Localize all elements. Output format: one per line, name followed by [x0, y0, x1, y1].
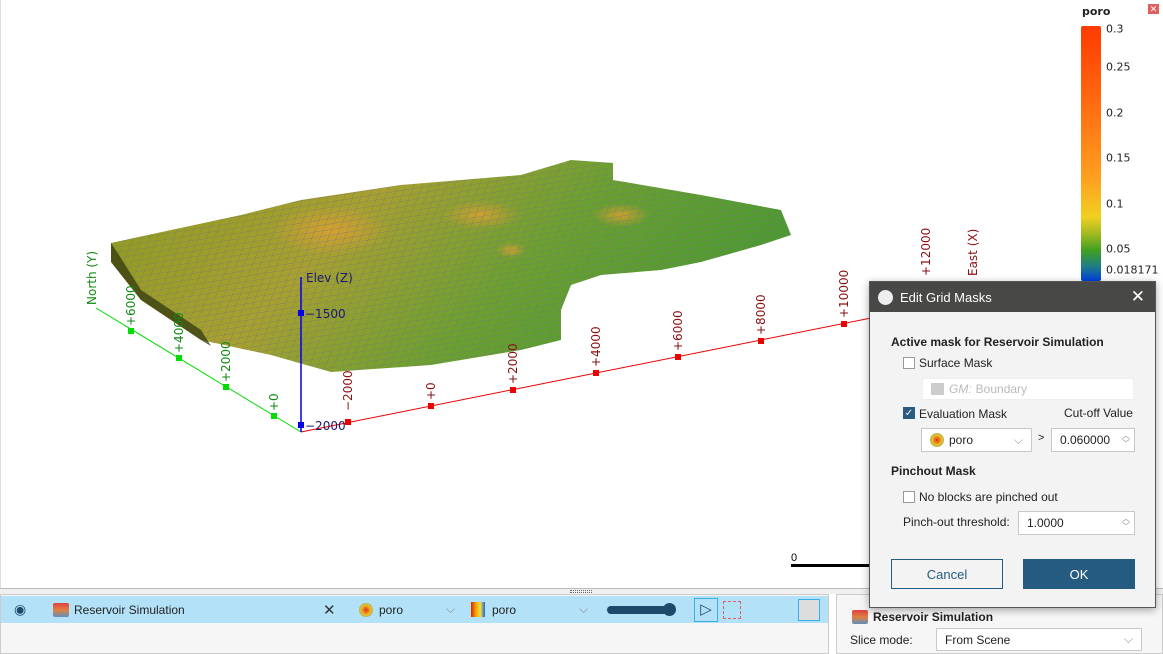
opacity-slider[interactable]	[607, 605, 669, 614]
no-pinch-checkbox[interactable]	[903, 491, 915, 503]
spinner-icon[interactable]: ︿ ﹀	[1122, 431, 1130, 448]
legend-tick: 0.05	[1106, 242, 1131, 256]
cutoff-label: Cut-off Value	[1064, 406, 1133, 420]
properties-title: Reservoir Simulation	[873, 610, 994, 624]
attribute-icon	[930, 433, 944, 447]
north-tick-label: +0	[267, 393, 281, 411]
attribute-icon	[359, 602, 373, 617]
east-tick-label: +4000	[589, 326, 603, 367]
pinchout-heading: Pinchout Mask	[891, 464, 976, 478]
chevron-down-icon[interactable]: ⌵	[446, 602, 456, 616]
legend-tick: 0.2	[1106, 106, 1124, 120]
evaluation-mask-checkbox[interactable]: ✓	[903, 407, 915, 419]
legend-title: poro	[1082, 5, 1111, 18]
scene-objects-panel: ◉ Reservoir Simulation ✕ poro ⌵ poro ⌵ ▷	[0, 594, 829, 654]
east-tick-label: −2000	[341, 370, 355, 411]
elev-tick-label: −2000	[305, 419, 346, 433]
legend-tick: 0.1	[1106, 197, 1124, 211]
panel-splitter[interactable]	[0, 588, 1163, 594]
chevron-down-icon: ⌵	[1013, 432, 1023, 447]
legend-tick: 0.15	[1106, 151, 1131, 165]
north-axis-label: North (Y)	[85, 251, 99, 305]
east-tick-label: +10000	[837, 270, 851, 318]
pinch-threshold-input[interactable]: 1.0000 ︿ ﹀	[1018, 511, 1135, 535]
colormap-select[interactable]: poro	[492, 602, 517, 617]
color-legend: poro ✕ 0.3 0.25 0.2 0.15 0.1 0.05 0.0181…	[1081, 4, 1161, 284]
svg-text:0: 0	[791, 552, 797, 564]
legend-tick: 0.018171	[1106, 263, 1159, 277]
cutoff-value-input[interactable]: 0.060000 ︿ ﹀	[1051, 428, 1135, 452]
north-tick-label: +4000	[172, 312, 186, 353]
evaluation-mask-label: Evaluation Mask	[919, 407, 1008, 421]
dialog-titlebar[interactable]: Edit Grid Masks	[870, 282, 1155, 312]
surface-mask-prefix: GM:	[949, 382, 972, 396]
east-tick-label: +2000	[506, 343, 520, 384]
chevron-down-icon: ⌵	[1123, 632, 1133, 646]
colormap-icon	[471, 602, 485, 617]
north-tick-mark	[223, 384, 229, 390]
no-pinch-label: No blocks are pinched out	[919, 490, 1058, 504]
east-axis-label: East (X)	[966, 229, 980, 276]
operator-label: >	[1038, 432, 1045, 444]
3d-scene[interactable]: North (Y) +6000 +4000 +2000 +0 −2000 +0 …	[1, 0, 1163, 588]
remove-icon[interactable]: ✕	[323, 601, 336, 619]
close-icon[interactable]: ✕	[1130, 287, 1145, 306]
surface-mask-label: Surface Mask	[919, 356, 993, 370]
east-tick-label: +6000	[671, 310, 685, 351]
dialog-title: Edit Grid Masks	[900, 289, 992, 305]
slice-grid-icon[interactable]	[723, 600, 741, 619]
elev-axis-label: Elev (Z)	[306, 271, 353, 285]
east-tick-label: +8000	[754, 294, 768, 335]
active-mask-heading: Active mask for Reservoir Simulation	[891, 335, 1104, 349]
reservoir-model-icon	[852, 610, 868, 624]
legend-tick: 0.3	[1106, 22, 1124, 36]
object-name: Reservoir Simulation	[74, 602, 185, 617]
ok-button[interactable]: OK	[1023, 559, 1135, 589]
geological-model-icon	[931, 383, 944, 395]
slice-mode-label: Slice mode:	[850, 633, 913, 647]
opacity-slider-handle[interactable]	[663, 603, 676, 616]
elev-tick-label: −1500	[305, 307, 346, 321]
surface-mask-checkbox[interactable]	[903, 357, 915, 369]
reservoir-model-icon	[53, 602, 69, 617]
legend-colorbar	[1081, 26, 1101, 281]
spinner-icon[interactable]: ︿ ﹀	[1122, 514, 1130, 531]
north-tick-mark	[176, 355, 182, 361]
cutoff-value: 0.060000	[1060, 433, 1111, 447]
properties-list-icon[interactable]	[798, 598, 820, 621]
evaluation-attribute-select[interactable]: poro ⌵	[921, 428, 1032, 452]
elev-axis: Elev (Z) −1500 −2000	[298, 271, 353, 433]
chevron-down-icon[interactable]: ⌵	[579, 602, 589, 616]
north-tick-mark	[128, 328, 134, 334]
legend-tick: 0.25	[1106, 60, 1131, 74]
splitter-grip[interactable]	[570, 590, 592, 593]
pinch-threshold-value: 1.0000	[1027, 516, 1064, 530]
attribute-select[interactable]: poro	[379, 602, 404, 617]
scale-bar: 0	[791, 552, 869, 567]
surface-mask-value: Boundary	[975, 382, 1028, 396]
slice-mode-value: From Scene	[945, 632, 1011, 647]
eye-icon[interactable]: ◉	[14, 601, 27, 617]
east-tick-label: +12000	[919, 228, 933, 276]
edit-grid-masks-dialog: Edit Grid Masks ✕ Active mask for Reserv…	[869, 281, 1156, 608]
evaluation-attribute-value: poro	[949, 433, 974, 447]
east-tick-label: +0	[424, 382, 438, 400]
north-tick-label: +2000	[219, 341, 233, 382]
north-axis: North (Y) +6000 +4000 +2000 +0	[85, 251, 302, 433]
scene-object-row[interactable]: ◉ Reservoir Simulation ✕ poro ⌵ poro ⌵ ▷	[1, 596, 828, 623]
close-icon[interactable]: ✕	[1148, 4, 1159, 14]
pinch-threshold-label: Pinch-out threshold:	[903, 515, 1010, 529]
slice-mode-select[interactable]: From Scene ⌵	[936, 628, 1142, 651]
app-icon	[878, 289, 893, 305]
reservoir-grid-model[interactable]	[111, 160, 791, 372]
play-icon[interactable]: ▷	[694, 597, 718, 622]
cancel-button[interactable]: Cancel	[891, 559, 1003, 589]
north-tick-label: +6000	[124, 285, 138, 326]
surface-mask-select: GM: Boundary	[922, 378, 1134, 400]
north-tick-mark	[271, 413, 277, 419]
